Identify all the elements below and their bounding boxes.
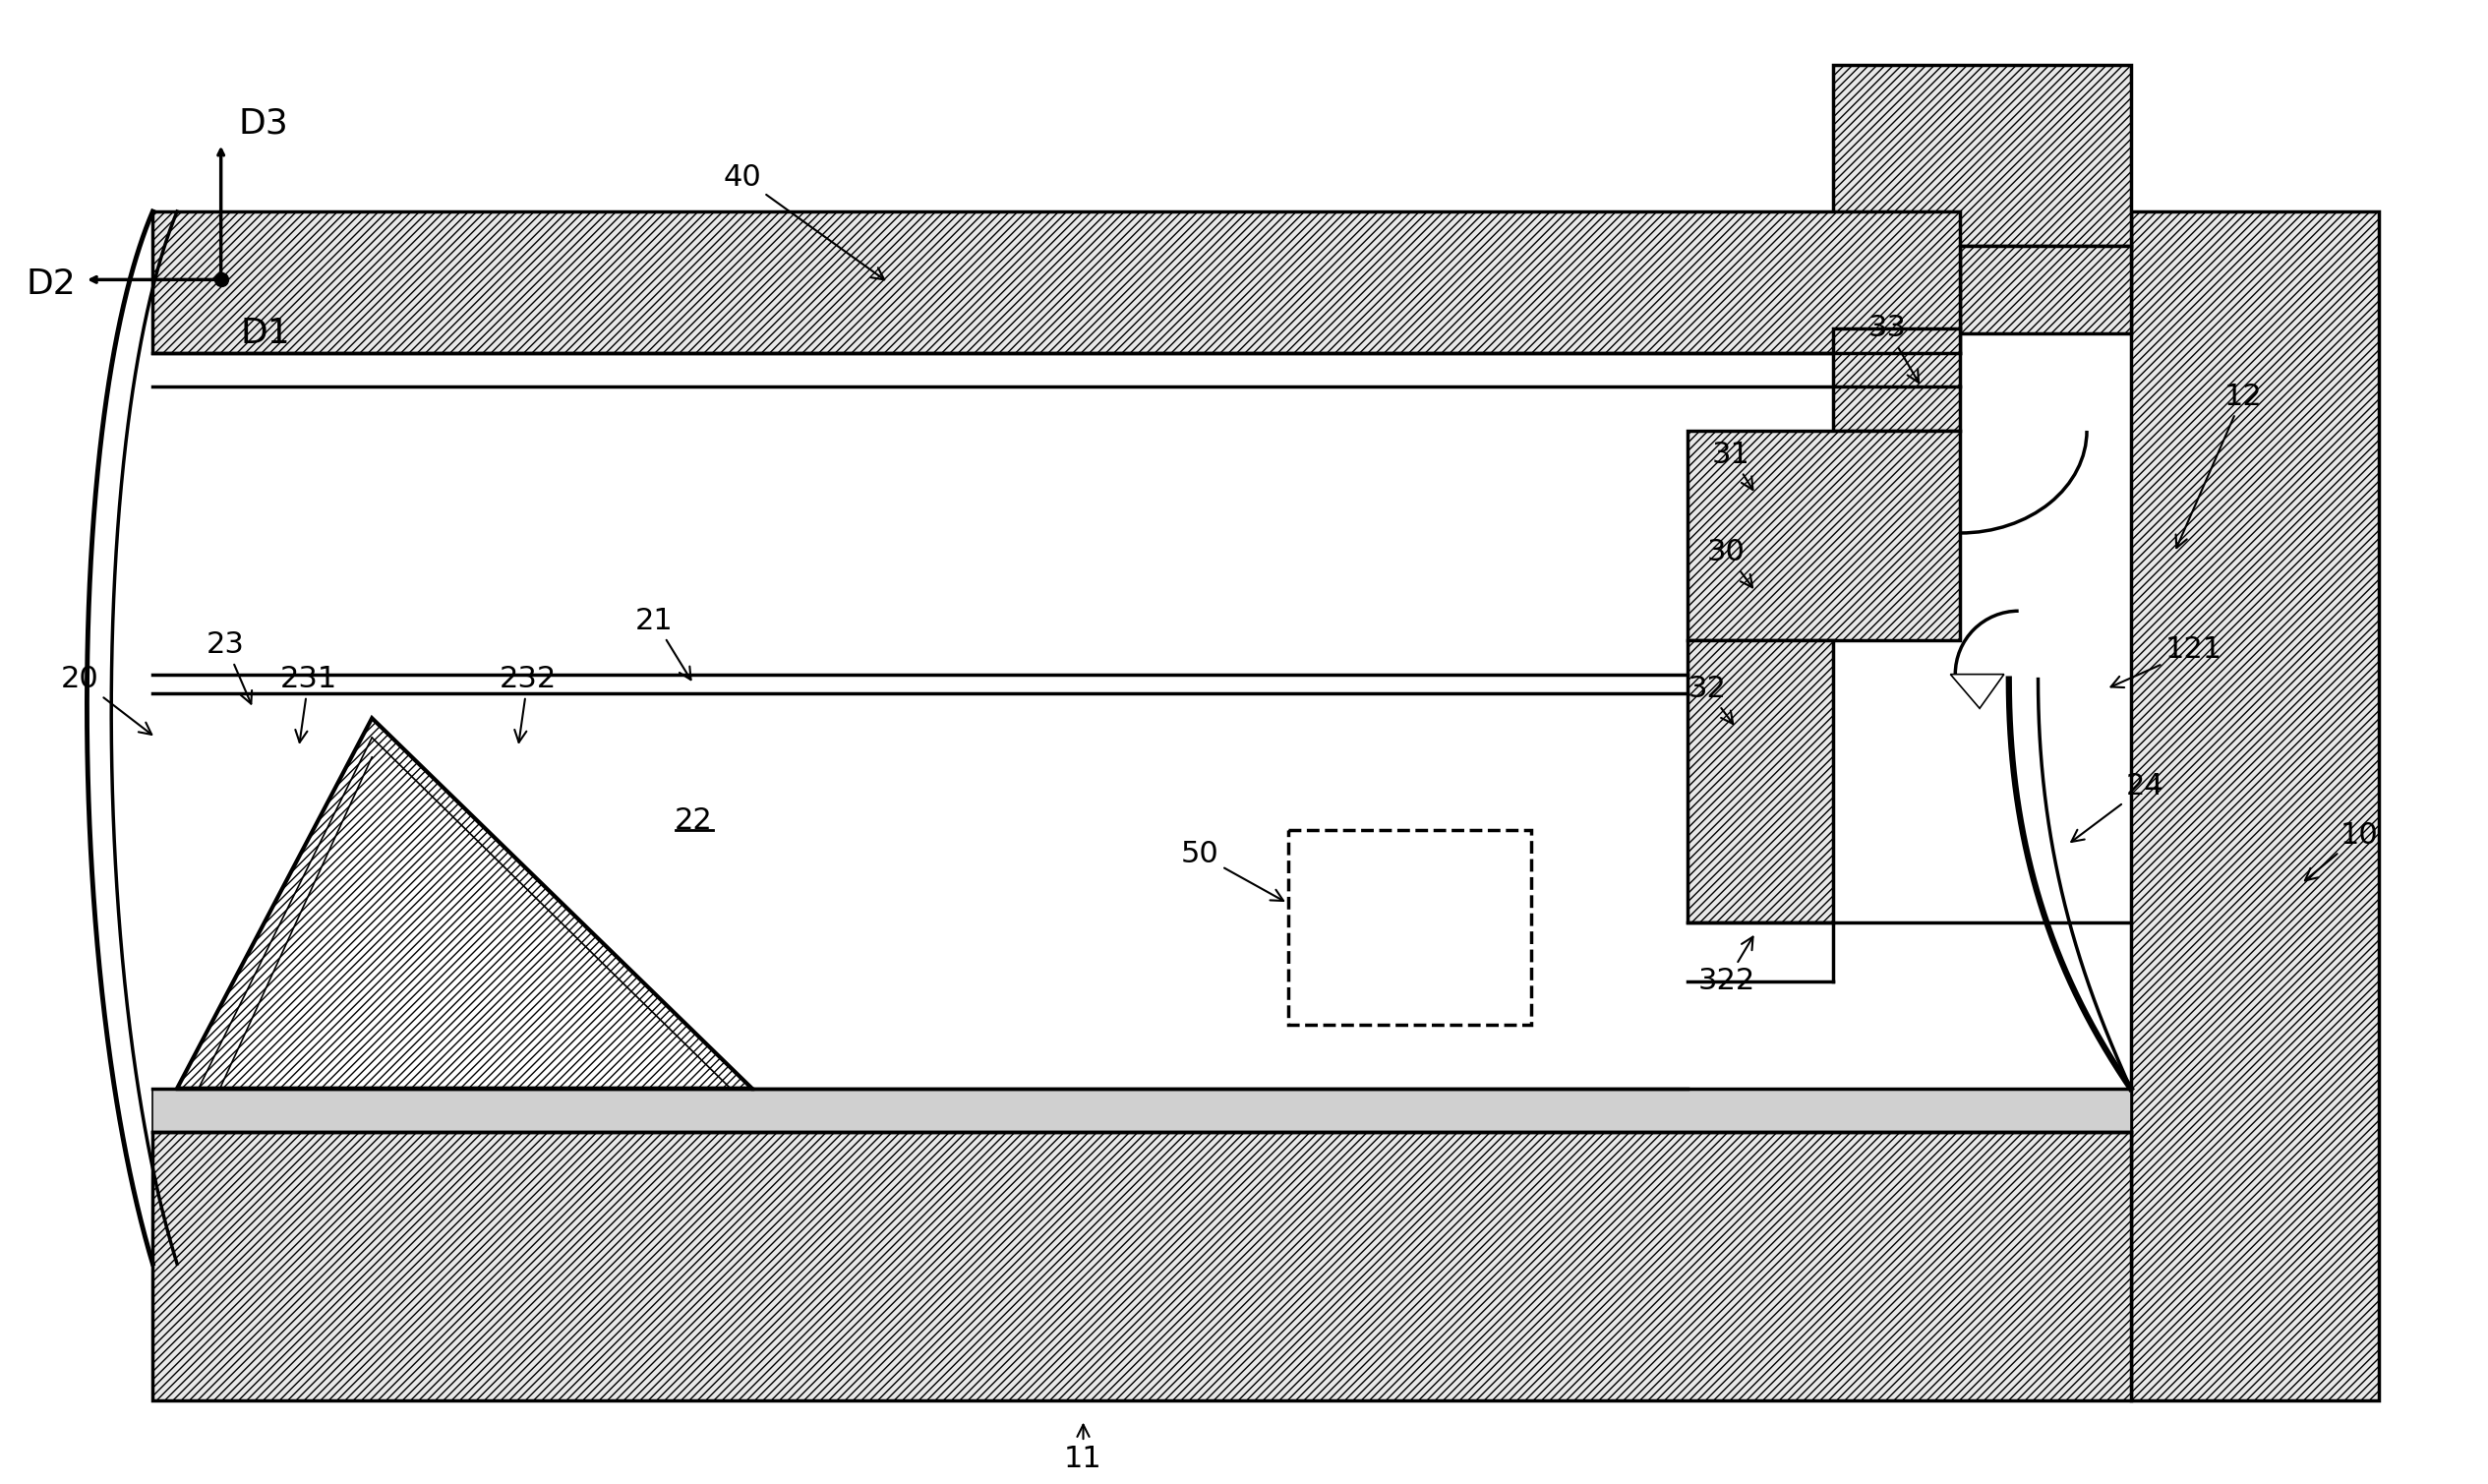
- Text: 20: 20: [60, 665, 152, 735]
- Text: 31: 31: [1712, 441, 1754, 490]
- Text: 322: 322: [1697, 936, 1754, 996]
- Text: 12: 12: [2177, 383, 2262, 548]
- Text: 231: 231: [281, 665, 338, 742]
- Text: 50: 50: [1182, 840, 1284, 901]
- Text: D2: D2: [25, 267, 77, 301]
- Bar: [1687, 430, 1961, 640]
- Text: 24: 24: [2073, 772, 2165, 841]
- Text: 40: 40: [724, 163, 883, 279]
- Text: D1: D1: [241, 316, 291, 350]
- Text: 232: 232: [500, 665, 557, 742]
- Bar: [1834, 65, 2130, 245]
- Bar: [1834, 328, 1961, 430]
- Text: 33: 33: [1868, 315, 1918, 383]
- Text: 10: 10: [2304, 821, 2379, 880]
- Bar: [152, 1132, 2130, 1401]
- Text: 32: 32: [1687, 675, 1734, 724]
- Text: D3: D3: [239, 107, 289, 141]
- Bar: [152, 211, 1961, 353]
- Text: 21: 21: [634, 607, 692, 680]
- Text: 121: 121: [2110, 635, 2222, 687]
- Bar: [1289, 830, 1533, 1025]
- Text: 23: 23: [207, 631, 251, 703]
- Text: 30: 30: [1707, 539, 1752, 588]
- Text: 22: 22: [674, 806, 712, 834]
- Text: 11: 11: [1065, 1425, 1102, 1474]
- Bar: [1961, 245, 2130, 334]
- Bar: [2130, 211, 2379, 1401]
- Bar: [152, 1088, 2130, 1132]
- Bar: [1687, 640, 1834, 923]
